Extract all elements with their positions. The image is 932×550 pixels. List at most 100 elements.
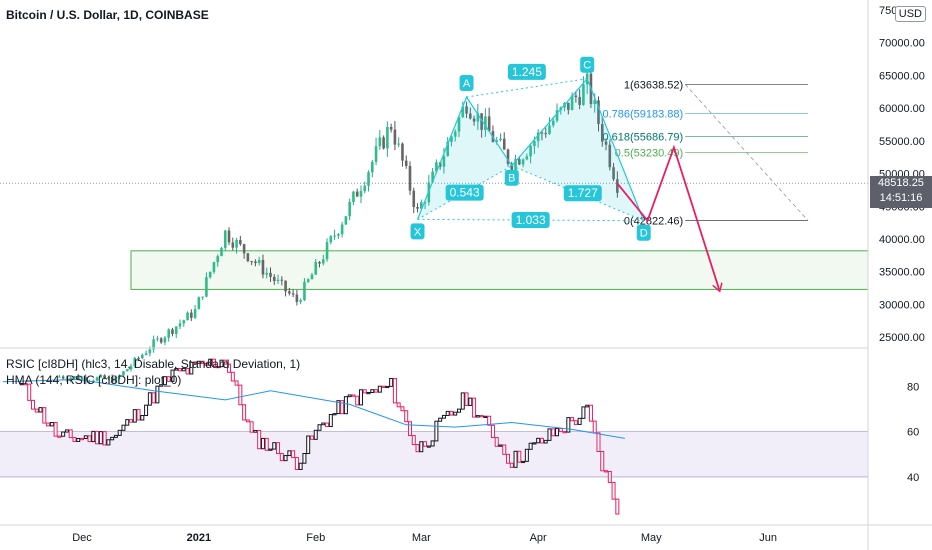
rsi-candle	[374, 389, 379, 393]
last-price-badge: 48518.25 14:51:16	[870, 176, 932, 208]
price-tick-label: 70000.00	[879, 38, 925, 50]
rsi-candle	[162, 376, 167, 386]
rsi-candle	[562, 431, 567, 434]
rsi-candle	[110, 436, 115, 441]
pattern-ratio-label: 1.727	[568, 186, 598, 200]
candle-body	[382, 137, 385, 149]
rsi-candle	[592, 420, 597, 434]
candle-body	[174, 326, 178, 334]
rsi-candle	[498, 444, 503, 447]
rsi-candle	[27, 383, 32, 401]
candle-body	[227, 230, 231, 243]
rsi-candle	[558, 427, 563, 433]
candle-body	[99, 375, 103, 378]
rsi-candle	[468, 397, 473, 406]
rsi-candle	[34, 408, 39, 413]
rsi-candle	[596, 432, 601, 452]
rsi-candle	[426, 445, 431, 448]
candle-body	[314, 262, 318, 275]
candle-body	[261, 260, 265, 275]
candle-body	[137, 357, 140, 359]
rsi-candle	[294, 457, 299, 470]
pattern-ratio-badge	[507, 63, 546, 80]
pattern-fill	[511, 78, 644, 221]
candle-body	[416, 207, 419, 209]
rsi-candle	[64, 429, 69, 433]
candle-body	[310, 274, 314, 280]
rsi-candle	[178, 368, 183, 372]
rsi-candle	[230, 371, 235, 382]
rsi-candle	[87, 435, 92, 443]
candle-body	[122, 371, 125, 376]
candle-body	[442, 156, 446, 167]
rsi-candle	[487, 415, 492, 426]
rsi-candle	[385, 385, 390, 389]
rsi-candle	[98, 431, 103, 445]
rsi-candle	[494, 437, 499, 447]
rsi-tick-label: 60	[907, 427, 919, 439]
rsi-candle	[566, 417, 571, 433]
candle-body	[450, 136, 453, 142]
rsi-candle	[377, 385, 382, 393]
candle-body	[408, 165, 412, 191]
support-zone-box	[130, 250, 869, 290]
hma-indicator-label[interactable]: HMA (144, RSIC [cI8DH]: plot_0)	[6, 373, 182, 387]
candle-body	[363, 185, 367, 192]
rsi-candle	[38, 407, 43, 413]
candle-body	[329, 236, 333, 243]
rsi-candle	[573, 420, 578, 425]
candle-body	[374, 146, 378, 162]
candle-body	[593, 100, 597, 105]
candle-body	[510, 163, 514, 173]
rsi-candle	[415, 444, 420, 453]
candle-body	[250, 261, 253, 263]
rsi-candle	[547, 428, 552, 441]
rsi-candle	[106, 439, 111, 446]
candle-body	[578, 97, 581, 105]
rsi-candle	[423, 441, 428, 447]
rsi-candle	[23, 383, 28, 386]
candle-body	[193, 309, 197, 318]
rsic-indicator-label[interactable]: RSIC [cI8DH] (hlc3, 14, Disable, Standar…	[6, 357, 301, 371]
rsi-candle	[370, 389, 375, 394]
currency-button[interactable]: USD	[894, 6, 926, 22]
candle-body	[114, 376, 118, 383]
pattern-point-badge	[636, 224, 651, 241]
rsi-candle	[430, 440, 435, 447]
rsi-candle	[287, 450, 292, 457]
hma-line	[2, 378, 625, 439]
candle-body	[333, 235, 336, 237]
candle-body	[133, 357, 137, 367]
rsi-candle	[68, 429, 73, 439]
candle-body	[404, 160, 408, 166]
rsi-candle	[159, 384, 164, 387]
rsi-candle	[227, 363, 232, 373]
rsi-candle	[581, 406, 586, 419]
rsi-candle	[355, 395, 360, 406]
candle-body	[269, 272, 272, 277]
rsi-candle	[253, 429, 258, 433]
candle-body	[212, 262, 216, 272]
candle-body	[325, 242, 329, 260]
rsi-candle	[219, 359, 224, 368]
candle-body	[80, 377, 84, 380]
candle-body	[306, 279, 310, 282]
candle-body	[208, 271, 212, 278]
rsi-candle	[521, 460, 526, 464]
rsi-candle	[245, 419, 250, 423]
rsi-candle	[306, 435, 311, 455]
rsi-candle	[91, 430, 96, 443]
rsi-candle	[328, 414, 333, 428]
pattern-ratio-badge	[511, 212, 550, 229]
candle-body	[276, 279, 280, 282]
rsi-candle	[441, 414, 446, 419]
rsi-candle	[279, 453, 284, 462]
candle-body	[340, 224, 344, 235]
rsi-candle	[453, 411, 458, 416]
candle-body	[604, 141, 608, 145]
bar-countdown: 14:51:16	[879, 192, 923, 204]
rsi-candle	[57, 435, 62, 438]
rsi-candle	[460, 392, 465, 410]
candle-body	[548, 125, 551, 134]
